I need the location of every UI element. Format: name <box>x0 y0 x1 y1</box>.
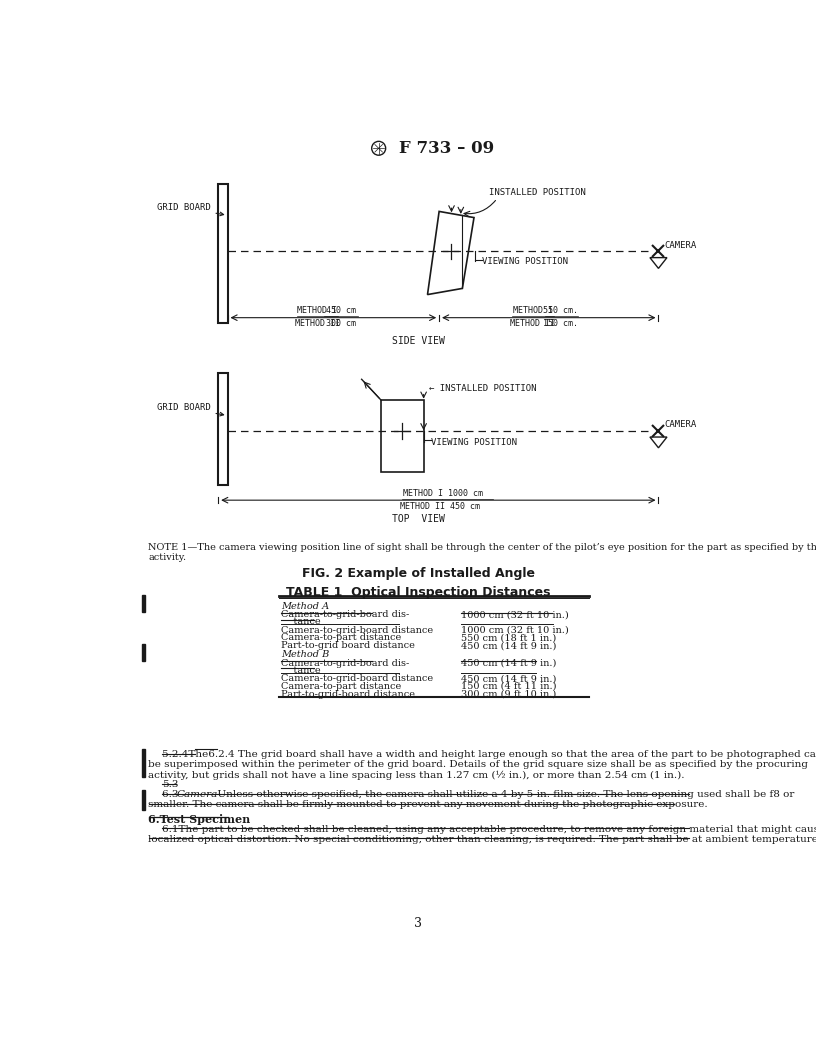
Text: 450 cm (14 ft 9 in.): 450 cm (14 ft 9 in.) <box>461 659 557 667</box>
Bar <box>142 749 145 777</box>
Text: 150 cm (4 ft 11 in.): 150 cm (4 ft 11 in.) <box>461 682 557 691</box>
Text: 5.2.4The6.2.4 The grid board shall have a width and height large enough so that : 5.2.4The6.2.4 The grid board shall have … <box>162 751 816 759</box>
Text: Camera-to-grid-board dis-: Camera-to-grid-board dis- <box>281 610 410 619</box>
Text: GRID BOARD: GRID BOARD <box>157 403 224 416</box>
Text: INSTALLED POSITION: INSTALLED POSITION <box>490 188 586 196</box>
Text: NOTE 1—The camera viewing position line of sight shall be through the center of : NOTE 1—The camera viewing position line … <box>149 543 816 551</box>
Bar <box>142 644 145 661</box>
Text: activity, but grids shall not have a line spacing less than 1.27 cm (½ in.), or : activity, but grids shall not have a lin… <box>149 771 685 779</box>
Bar <box>142 791 145 810</box>
Text: Part-to-grid-board distance: Part-to-grid-board distance <box>281 690 415 699</box>
Bar <box>218 373 228 485</box>
Text: 3: 3 <box>415 918 422 930</box>
Text: Method A: Method A <box>281 602 329 610</box>
Text: Camera-to-part distance: Camera-to-part distance <box>281 682 401 691</box>
Text: 550 cm.: 550 cm. <box>543 306 578 316</box>
Text: 450 cm: 450 cm <box>450 502 481 511</box>
Text: tance: tance <box>281 665 321 675</box>
Text: METHOD I: METHOD I <box>403 489 443 497</box>
Text: Camera-to-grid-board distance: Camera-to-grid-board distance <box>281 625 433 635</box>
Text: 450 cm (14 ft 9 in.): 450 cm (14 ft 9 in.) <box>461 641 557 650</box>
Text: METHOD II: METHOD II <box>295 319 340 328</box>
Text: smaller. The camera shall be firmly mounted to prevent any movement during the p: smaller. The camera shall be firmly moun… <box>149 800 708 810</box>
Text: Part-to-grid board distance: Part-to-grid board distance <box>281 641 415 650</box>
Text: tance: tance <box>281 617 321 626</box>
Text: TOP  VIEW: TOP VIEW <box>392 514 445 525</box>
Text: —Unless otherwise specified, the camera shall utilize a 4 by 5-in. film size. Th: —Unless otherwise specified, the camera … <box>207 791 795 799</box>
Text: METHOD II: METHOD II <box>510 319 556 328</box>
Text: 550 cm (18 ft 1 in.): 550 cm (18 ft 1 in.) <box>461 634 556 642</box>
Text: be superimposed within the perimeter of the grid board. Details of the grid squa: be superimposed within the perimeter of … <box>149 760 809 770</box>
Text: TABLE 1  Optical Inspection Distances: TABLE 1 Optical Inspection Distances <box>286 586 551 600</box>
Text: 450 cm: 450 cm <box>326 306 356 316</box>
Text: METHOD I: METHOD I <box>513 306 553 316</box>
Text: VIEWING POSITION: VIEWING POSITION <box>432 438 517 447</box>
Text: 6.1The part to be checked shall be cleaned, using any acceptable procedure, to r: 6.1The part to be checked shall be clean… <box>162 825 816 834</box>
Text: Camera: Camera <box>176 791 218 799</box>
Text: SIDE VIEW: SIDE VIEW <box>392 336 445 345</box>
Text: CAMERA: CAMERA <box>665 420 697 429</box>
Text: 1000 cm: 1000 cm <box>448 489 483 497</box>
Text: ← INSTALLED POSITION: ← INSTALLED POSITION <box>429 384 537 393</box>
Bar <box>218 185 228 323</box>
Text: Method B: Method B <box>281 650 330 659</box>
Text: 1000 cm (32 ft 10 in.): 1000 cm (32 ft 10 in.) <box>461 625 569 635</box>
Text: CAMERA: CAMERA <box>665 241 697 250</box>
Text: 300 cm: 300 cm <box>326 319 356 328</box>
Text: FIG. 2 Example of Installed Angle: FIG. 2 Example of Installed Angle <box>302 567 534 580</box>
Text: 6.3: 6.3 <box>162 791 182 799</box>
Text: activity.: activity. <box>149 552 187 562</box>
Text: 300 cm (9 ft 10 in.): 300 cm (9 ft 10 in.) <box>461 690 556 699</box>
Text: localized optical distortion. No special conditioning, other than cleaning, is r: localized optical distortion. No special… <box>149 835 816 844</box>
Text: METHOD II: METHOD II <box>401 502 446 511</box>
Text: 6.Test Specimen: 6.Test Specimen <box>149 814 251 826</box>
Bar <box>142 595 145 611</box>
Text: Camera-to-grid-board dis-: Camera-to-grid-board dis- <box>281 659 410 667</box>
Text: 150 cm.: 150 cm. <box>543 319 578 328</box>
Text: VIEWING POSITION: VIEWING POSITION <box>481 257 568 266</box>
Text: METHOD I: METHOD I <box>298 306 338 316</box>
Text: 450 cm (14 ft 9 in.): 450 cm (14 ft 9 in.) <box>461 674 557 683</box>
Text: F 733 – 09: F 733 – 09 <box>399 139 494 156</box>
Text: Camera-to-part distance: Camera-to-part distance <box>281 634 401 642</box>
Text: GRID BOARD: GRID BOARD <box>157 203 224 215</box>
Text: 5.3: 5.3 <box>162 780 179 790</box>
Text: Camera-to-grid-board distance: Camera-to-grid-board distance <box>281 674 433 683</box>
Text: 1000 cm (32 ft 10 in.): 1000 cm (32 ft 10 in.) <box>461 610 569 619</box>
